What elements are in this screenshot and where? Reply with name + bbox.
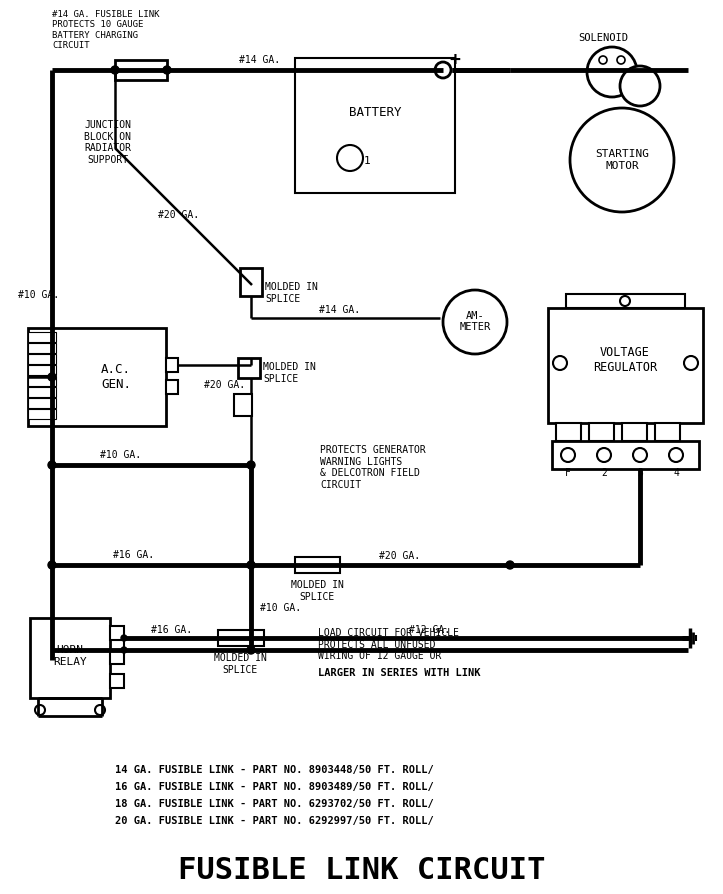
Circle shape xyxy=(247,646,255,654)
Bar xyxy=(166,358,178,372)
Text: 3: 3 xyxy=(637,468,643,478)
Bar xyxy=(234,394,252,416)
Text: #20 GA.: #20 GA. xyxy=(380,551,421,561)
Circle shape xyxy=(620,296,630,306)
Text: HORN
RELAY: HORN RELAY xyxy=(53,645,87,667)
Bar xyxy=(28,409,56,419)
Text: #10 GA.: #10 GA. xyxy=(260,603,301,613)
Text: #16 GA.: #16 GA. xyxy=(151,625,192,635)
Circle shape xyxy=(121,647,127,653)
Bar xyxy=(622,423,647,441)
Bar xyxy=(110,674,124,688)
Circle shape xyxy=(443,290,507,354)
Circle shape xyxy=(435,62,451,78)
Circle shape xyxy=(570,108,674,212)
Circle shape xyxy=(48,561,56,569)
Circle shape xyxy=(111,66,119,74)
Text: MOLDED IN
SPLICE: MOLDED IN SPLICE xyxy=(265,282,318,304)
Text: #14 GA. FUSIBLE LINK
PROTECTS 10 GAUGE
BATTERY CHARGING
CIRCUIT: #14 GA. FUSIBLE LINK PROTECTS 10 GAUGE B… xyxy=(52,10,160,50)
Text: A.C.
GEN.: A.C. GEN. xyxy=(101,363,131,391)
Bar xyxy=(30,618,110,698)
Circle shape xyxy=(597,448,611,462)
Circle shape xyxy=(48,373,56,381)
Bar xyxy=(115,60,167,80)
Circle shape xyxy=(553,356,567,370)
Text: #10 GA.: #10 GA. xyxy=(100,450,141,460)
Text: 16 GA. FUSIBLE LINK - PART NO. 8903489/50 FT. ROLL/: 16 GA. FUSIBLE LINK - PART NO. 8903489/5… xyxy=(115,782,434,792)
Circle shape xyxy=(95,705,105,715)
Bar xyxy=(28,376,56,386)
Text: MOLDED IN
SPLICE: MOLDED IN SPLICE xyxy=(213,653,267,675)
Bar xyxy=(566,294,685,308)
Text: +: + xyxy=(450,51,461,69)
Bar xyxy=(238,358,260,378)
Bar xyxy=(28,343,56,353)
Text: JUNCTION
BLOCK ON
RADIATOR
SUPPORT: JUNCTION BLOCK ON RADIATOR SUPPORT xyxy=(85,120,132,164)
Text: 20 GA. FUSIBLE LINK - PART NO. 6292997/50 FT. ROLL/: 20 GA. FUSIBLE LINK - PART NO. 6292997/5… xyxy=(115,816,434,826)
Text: FUSIBLE LINK CIRCUIT: FUSIBLE LINK CIRCUIT xyxy=(179,856,546,885)
Bar xyxy=(28,354,56,364)
Bar xyxy=(28,332,56,342)
Circle shape xyxy=(247,461,255,469)
Text: 2: 2 xyxy=(601,468,607,478)
Bar xyxy=(218,630,264,646)
Text: LARGER IN SERIES WITH LINK: LARGER IN SERIES WITH LINK xyxy=(318,668,481,678)
Circle shape xyxy=(48,646,56,654)
Text: SOLENOID: SOLENOID xyxy=(578,33,628,43)
Text: #10 GA.: #10 GA. xyxy=(18,290,59,300)
Bar xyxy=(166,380,178,394)
Text: #14 GA.: #14 GA. xyxy=(320,305,361,315)
Circle shape xyxy=(337,145,363,171)
Text: PROTECTS GENERATOR
WARNING LIGHTS
& DELCOTRON FIELD
CIRCUIT: PROTECTS GENERATOR WARNING LIGHTS & DELC… xyxy=(320,445,426,490)
Text: METER: METER xyxy=(459,322,491,332)
Circle shape xyxy=(247,561,255,569)
Bar xyxy=(295,557,340,573)
Text: LOAD CIRCUIT FOR VEHICLE
PROTECTS ALL UNFUSED
WIRING OF 12 GAUGE OR: LOAD CIRCUIT FOR VEHICLE PROTECTS ALL UN… xyxy=(318,628,459,662)
Circle shape xyxy=(633,448,647,462)
Circle shape xyxy=(163,66,171,74)
Bar xyxy=(548,308,703,423)
Bar xyxy=(556,423,581,441)
Text: MOLDED IN
SPLICE: MOLDED IN SPLICE xyxy=(263,362,316,384)
Text: F: F xyxy=(565,468,571,478)
Text: #14 GA.: #14 GA. xyxy=(239,55,281,65)
Bar xyxy=(655,423,680,441)
Bar xyxy=(28,398,56,408)
Text: #12 GA.: #12 GA. xyxy=(409,625,450,635)
Text: #20 GA.: #20 GA. xyxy=(158,210,199,220)
Circle shape xyxy=(617,56,625,64)
Circle shape xyxy=(587,47,637,97)
Text: VOLTAGE
REGULATOR: VOLTAGE REGULATOR xyxy=(593,346,657,374)
Circle shape xyxy=(669,448,683,462)
Bar xyxy=(240,268,262,296)
Bar xyxy=(28,328,166,426)
Circle shape xyxy=(620,66,660,106)
Circle shape xyxy=(48,461,56,469)
Circle shape xyxy=(35,705,45,715)
Circle shape xyxy=(599,56,607,64)
Text: #20 GA.: #20 GA. xyxy=(205,380,246,390)
Text: MOLDED IN
SPLICE: MOLDED IN SPLICE xyxy=(291,580,343,602)
Text: 4: 4 xyxy=(673,468,679,478)
Circle shape xyxy=(561,448,575,462)
Text: 18 GA. FUSIBLE LINK - PART NO. 6293702/50 FT. ROLL/: 18 GA. FUSIBLE LINK - PART NO. 6293702/5… xyxy=(115,799,434,809)
Text: STARTING
MOTOR: STARTING MOTOR xyxy=(595,149,649,171)
Bar xyxy=(110,650,124,664)
Text: BATTERY: BATTERY xyxy=(348,106,401,120)
Circle shape xyxy=(684,356,698,370)
Text: AM-: AM- xyxy=(466,311,484,321)
Bar xyxy=(28,365,56,375)
Bar xyxy=(295,58,455,193)
Text: 1: 1 xyxy=(364,156,370,166)
Circle shape xyxy=(506,561,514,569)
Bar xyxy=(28,387,56,397)
Text: #16 GA.: #16 GA. xyxy=(113,550,154,560)
Bar xyxy=(589,423,614,441)
Circle shape xyxy=(248,362,254,368)
Circle shape xyxy=(121,635,127,641)
Bar xyxy=(110,626,124,640)
Text: 14 GA. FUSIBLE LINK - PART NO. 8903448/50 FT. ROLL/: 14 GA. FUSIBLE LINK - PART NO. 8903448/5… xyxy=(115,765,434,775)
Bar xyxy=(552,441,699,469)
